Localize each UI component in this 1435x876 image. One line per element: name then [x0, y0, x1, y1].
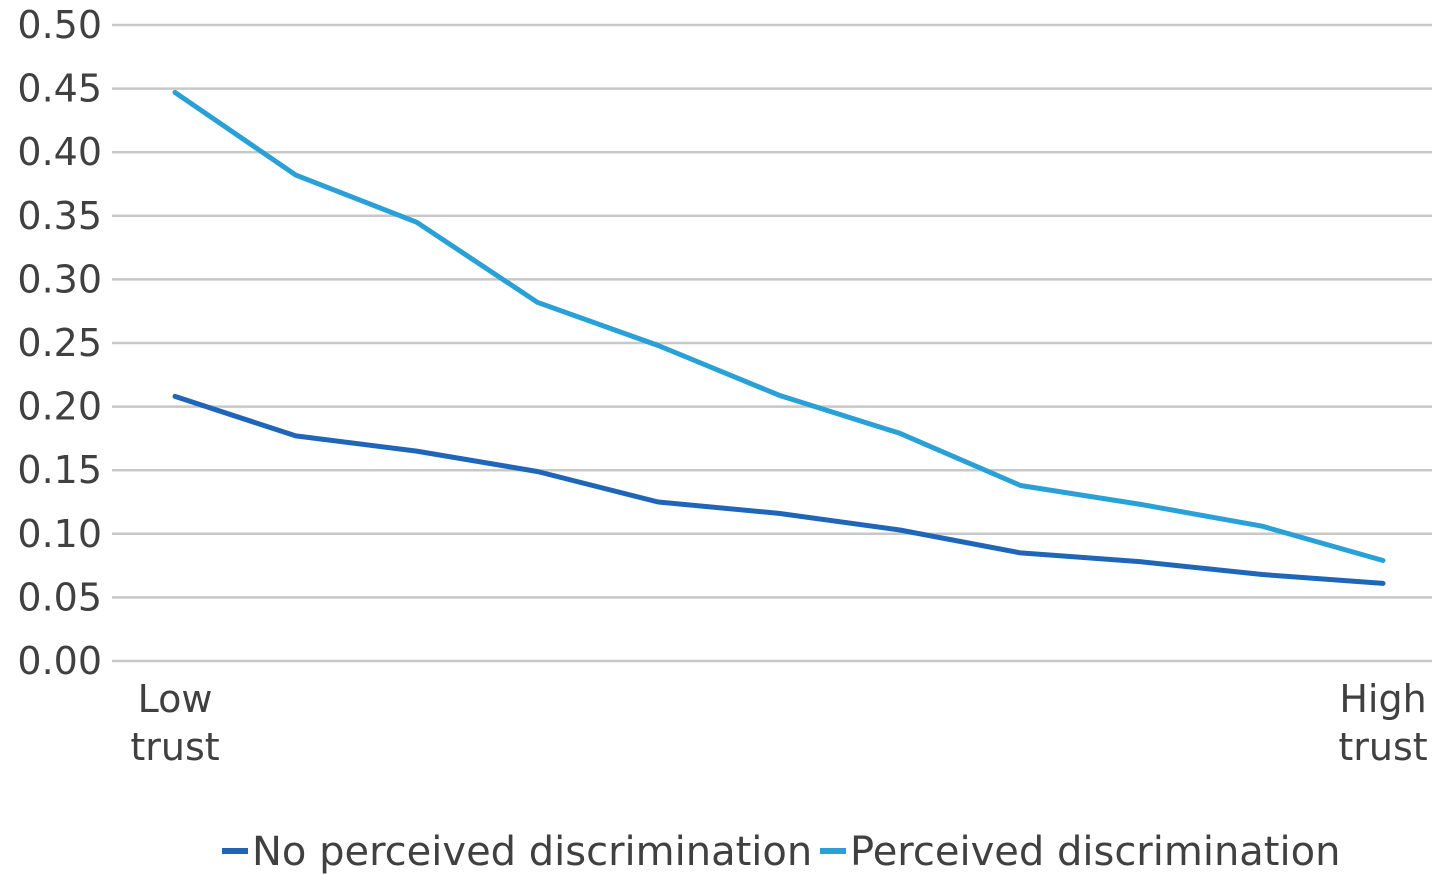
- legend-label-2: Perceived discrimination: [850, 829, 1340, 875]
- y-tick-label: 0.40: [17, 130, 102, 174]
- y-tick-label: 0.45: [17, 67, 102, 111]
- y-tick-label: 0.15: [17, 448, 102, 492]
- y-tick-label: 0.20: [17, 385, 102, 429]
- legend: No perceived discrimination Perceived dis…: [222, 829, 1340, 875]
- legend-label-1: No perceived discrimination: [252, 829, 812, 875]
- y-axis-tick-labels: 0.00 0.05 0.10 0.15 0.20 0.25 0.30 0.35 0.40 0.45…: [17, 3, 102, 683]
- y-tick-label: 0.00: [17, 639, 102, 683]
- y-tick-label: 0.10: [17, 512, 102, 556]
- y-tick-label: 0.05: [17, 575, 102, 619]
- y-tick-label: 0.35: [17, 194, 102, 238]
- series-line-2: [172, 89, 1386, 563]
- gridlines: [112, 23, 1432, 663]
- series-lines: [172, 89, 1386, 586]
- x-tick-label: Low trust: [130, 677, 219, 769]
- y-tick-label: 0.25: [17, 321, 102, 365]
- x-tick-label-line: trust: [1338, 725, 1427, 769]
- y-tick-label: 0.30: [17, 257, 102, 301]
- x-tick-label-line: Low: [138, 677, 213, 721]
- y-tick-label: 0.50: [17, 3, 102, 47]
- x-tick-label: High trust: [1338, 677, 1427, 769]
- series-line-1: [172, 393, 1386, 586]
- x-tick-label-line: trust: [130, 725, 219, 769]
- x-tick-label-line: High: [1339, 677, 1426, 721]
